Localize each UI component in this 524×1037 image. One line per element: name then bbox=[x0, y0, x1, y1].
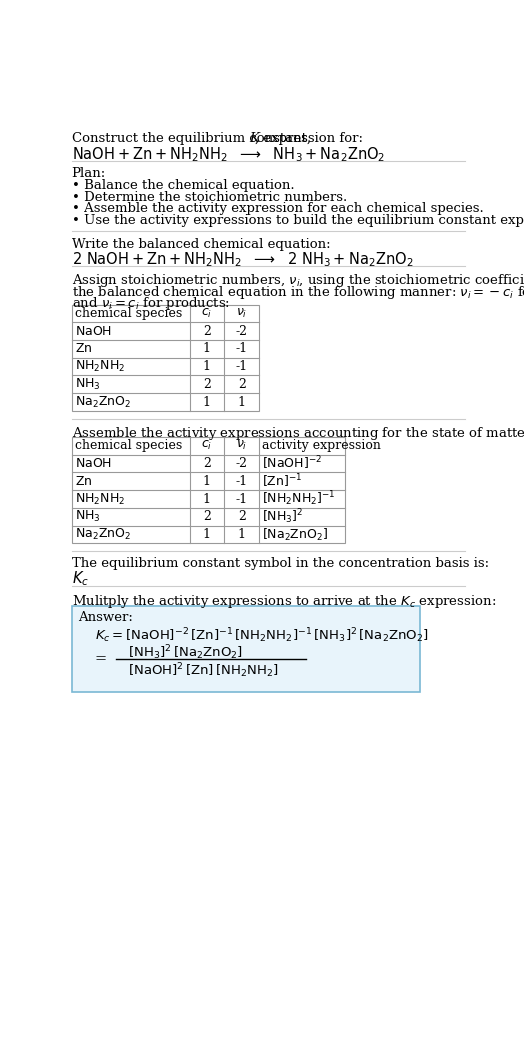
Text: $K_c = \mathregular{[NaOH]^{-2}\,[Zn]^{-1}\,[NH_2NH_2]^{-1}\,[NH_3]^2\,[Na_2ZnO_: $K_c = \mathregular{[NaOH]^{-2}\,[Zn]^{-… bbox=[95, 626, 429, 645]
Text: 1: 1 bbox=[238, 395, 246, 409]
Text: K: K bbox=[249, 132, 259, 145]
Text: -1: -1 bbox=[236, 475, 248, 487]
Text: -1: -1 bbox=[236, 360, 248, 373]
Text: 2: 2 bbox=[238, 377, 246, 391]
Text: 1: 1 bbox=[203, 528, 211, 541]
FancyBboxPatch shape bbox=[72, 606, 420, 692]
Text: $\nu_i$: $\nu_i$ bbox=[236, 440, 247, 452]
Text: -2: -2 bbox=[236, 457, 248, 470]
Text: Assemble the activity expressions accounting for the state of matter and $\nu_i$: Assemble the activity expressions accoun… bbox=[72, 425, 524, 442]
Text: activity expression: activity expression bbox=[263, 440, 381, 452]
Text: $\mathregular{[NaOH]^{-2}}$: $\mathregular{[NaOH]^{-2}}$ bbox=[263, 455, 322, 473]
Text: $\mathregular{NaOH}$: $\mathregular{NaOH}$ bbox=[75, 325, 112, 338]
Text: $\mathregular{[Zn]^{-1}}$: $\mathregular{[Zn]^{-1}}$ bbox=[263, 473, 303, 491]
Text: $\mathregular{NH_3}$: $\mathregular{NH_3}$ bbox=[75, 376, 101, 392]
Text: • Balance the chemical equation.: • Balance the chemical equation. bbox=[72, 179, 294, 192]
Text: chemical species: chemical species bbox=[75, 307, 182, 320]
Text: $\mathregular{Zn}$: $\mathregular{Zn}$ bbox=[75, 342, 92, 356]
Text: 2: 2 bbox=[238, 510, 246, 524]
Text: 1: 1 bbox=[238, 528, 246, 541]
Text: -1: -1 bbox=[236, 342, 248, 356]
Text: $\mathregular{Na_2ZnO_2}$: $\mathregular{Na_2ZnO_2}$ bbox=[75, 527, 131, 542]
Text: Assign stoichiometric numbers, $\nu_i$, using the stoichiometric coefficients, $: Assign stoichiometric numbers, $\nu_i$, … bbox=[72, 273, 524, 289]
Text: 1: 1 bbox=[203, 360, 211, 373]
Text: -1: -1 bbox=[236, 493, 248, 506]
Text: $\mathregular{NH_2NH_2}$: $\mathregular{NH_2NH_2}$ bbox=[75, 359, 125, 374]
Text: $\mathregular{NH_3}$: $\mathregular{NH_3}$ bbox=[75, 509, 101, 525]
Text: 1: 1 bbox=[203, 395, 211, 409]
Text: Construct the equilibrium constant,: Construct the equilibrium constant, bbox=[72, 132, 315, 145]
Text: and $\nu_i = c_i$ for products:: and $\nu_i = c_i$ for products: bbox=[72, 296, 230, 312]
Text: $\mathregular{[NaOH]^2\,[Zn]\,[NH_2NH_2]}$: $\mathregular{[NaOH]^2\,[Zn]\,[NH_2NH_2]… bbox=[127, 662, 279, 680]
Text: 2: 2 bbox=[203, 377, 211, 391]
Text: 1: 1 bbox=[203, 475, 211, 487]
Text: Plan:: Plan: bbox=[72, 167, 106, 179]
Text: • Use the activity expressions to build the equilibrium constant expression.: • Use the activity expressions to build … bbox=[72, 214, 524, 227]
Text: $\mathregular{NH_2NH_2}$: $\mathregular{NH_2NH_2}$ bbox=[75, 492, 125, 507]
Text: • Assemble the activity expression for each chemical species.: • Assemble the activity expression for e… bbox=[72, 202, 484, 216]
Text: Answer:: Answer: bbox=[78, 611, 133, 624]
Text: $\mathregular{2\ NaOH + Zn + NH_2NH_2}$  $\mathregular{\longrightarrow}$  $\math: $\mathregular{2\ NaOH + Zn + NH_2NH_2}$ … bbox=[72, 251, 413, 270]
Text: $\mathregular{[NH_2NH_2]^{-1}}$: $\mathregular{[NH_2NH_2]^{-1}}$ bbox=[263, 489, 336, 508]
Text: 2: 2 bbox=[203, 510, 211, 524]
Text: chemical species: chemical species bbox=[75, 440, 182, 452]
Text: $K_c$: $K_c$ bbox=[72, 569, 89, 588]
Text: 2: 2 bbox=[203, 457, 211, 470]
Text: 1: 1 bbox=[203, 493, 211, 506]
Text: $\mathregular{NaOH + Zn + NH_2NH_2}$  $\mathregular{\longrightarrow}$  $\mathreg: $\mathregular{NaOH + Zn + NH_2NH_2}$ $\m… bbox=[72, 145, 385, 164]
Text: $\mathregular{[NH_3]^2\,[Na_2ZnO_2]}$: $\mathregular{[NH_3]^2\,[Na_2ZnO_2]}$ bbox=[127, 643, 243, 662]
Text: 2: 2 bbox=[203, 325, 211, 338]
Text: 1: 1 bbox=[203, 342, 211, 356]
Text: Mulitply the activity expressions to arrive at the $K_c$ expression:: Mulitply the activity expressions to arr… bbox=[72, 592, 496, 610]
Text: $\mathregular{[Na_2ZnO_2]}$: $\mathregular{[Na_2ZnO_2]}$ bbox=[263, 527, 329, 542]
Text: • Determine the stoichiometric numbers.: • Determine the stoichiometric numbers. bbox=[72, 191, 347, 203]
Text: $\nu_i$: $\nu_i$ bbox=[236, 307, 247, 320]
Bar bbox=[72, 305, 259, 411]
Text: $\mathregular{Zn}$: $\mathregular{Zn}$ bbox=[75, 475, 92, 487]
Text: Write the balanced chemical equation:: Write the balanced chemical equation: bbox=[72, 237, 330, 251]
Text: $c_i$: $c_i$ bbox=[201, 307, 213, 320]
Text: the balanced chemical equation in the following manner: $\nu_i = -c_i$ for react: the balanced chemical equation in the fo… bbox=[72, 284, 524, 301]
Bar bbox=[72, 437, 344, 543]
Text: =: = bbox=[95, 652, 107, 666]
Text: -2: -2 bbox=[236, 325, 248, 338]
Text: $c_i$: $c_i$ bbox=[201, 440, 213, 452]
Text: , expression for:: , expression for: bbox=[255, 132, 363, 145]
Text: $\mathregular{NaOH}$: $\mathregular{NaOH}$ bbox=[75, 457, 112, 470]
Text: $\mathregular{Na_2ZnO_2}$: $\mathregular{Na_2ZnO_2}$ bbox=[75, 394, 131, 410]
Text: The equilibrium constant symbol in the concentration basis is:: The equilibrium constant symbol in the c… bbox=[72, 557, 489, 570]
Text: $\mathregular{[NH_3]^2}$: $\mathregular{[NH_3]^2}$ bbox=[263, 507, 303, 526]
